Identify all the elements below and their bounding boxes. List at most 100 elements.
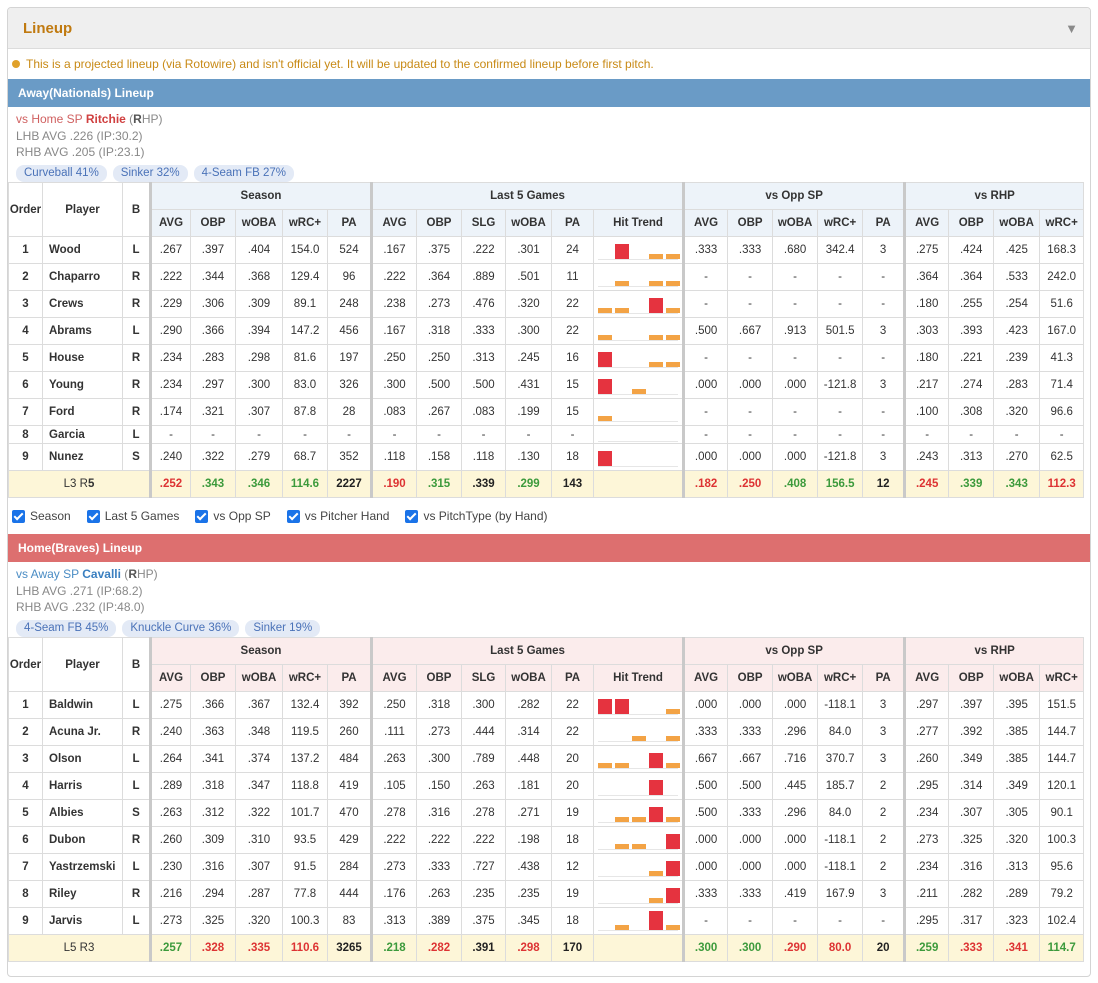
col-header-season-0[interactable]: AVG — [149, 209, 191, 237]
player-name[interactable]: House — [42, 344, 123, 372]
col-header-season-2[interactable]: wOBA — [235, 209, 283, 237]
col-header-last5-0[interactable]: AVG — [370, 664, 418, 692]
col-header-opp-sp-1[interactable]: OBP — [727, 664, 774, 692]
col-header-season-0[interactable]: AVG — [149, 664, 191, 692]
player-name[interactable]: Albies — [42, 799, 123, 827]
col-header-bats[interactable]: B — [122, 182, 151, 237]
checkbox-checked-icon[interactable] — [286, 509, 300, 523]
player-name[interactable]: Nunez — [42, 443, 123, 471]
table-row[interactable]: 7 Yastrzemski L .230.316.307 91.5 284.273.333… — [8, 853, 1085, 881]
checkbox-checked-icon[interactable] — [86, 509, 100, 523]
col-header-opp-sp-3[interactable]: wRC+ — [817, 664, 864, 692]
col-header-season-3[interactable]: wRC+ — [282, 664, 328, 692]
table-row[interactable]: 9 Jarvis L .273.325.320 100.3 83.313.389.375.… — [8, 907, 1085, 935]
total-last5-stat: .298 — [505, 934, 553, 962]
col-header-rhp-1[interactable]: OBP — [948, 209, 995, 237]
col-header-last5-3[interactable]: wOBA — [505, 209, 553, 237]
col-header-opp-sp-0[interactable]: AVG — [682, 209, 729, 237]
table-row[interactable]: 8 Garcia L - - - - - - - - - - - - - - - - - - - — [8, 425, 1085, 444]
table-row[interactable]: 8 Riley R .216.294.287 77.8 444.176.263.235.2… — [8, 880, 1085, 908]
player-name[interactable]: Baldwin — [42, 691, 123, 719]
col-header-season-4[interactable]: PA — [326, 664, 373, 692]
col-header-rhp-1[interactable]: OBP — [948, 664, 995, 692]
col-header-last5-1[interactable]: OBP — [416, 664, 463, 692]
col-header-order[interactable]: Order — [8, 182, 43, 237]
player-name[interactable]: Yastrzemski — [42, 853, 123, 881]
col-header-last5-0[interactable]: AVG — [370, 209, 418, 237]
away-lineup-table-wrap[interactable]: Order Player B Season Last 5 Games vs Opp SP v… — [8, 182, 1090, 498]
col-header-season-1[interactable]: OBP — [190, 664, 236, 692]
checkbox-checked-icon[interactable] — [195, 509, 209, 523]
col-header-opp-sp-4[interactable]: PA — [862, 209, 906, 237]
col-header-rhp-0[interactable]: AVG — [903, 209, 950, 237]
col-header-rhp-2[interactable]: wOBA — [993, 209, 1041, 237]
table-row[interactable]: 2 Acuna Jr. R .240.363.348 119.5 260.111.273.… — [8, 718, 1085, 746]
col-header-rhp-3[interactable]: wRC+ — [1039, 664, 1085, 692]
table-row[interactable]: 6 Young R .234.297.300 83.0 326.300.500.500.4… — [8, 371, 1085, 399]
player-name[interactable]: Ford — [42, 398, 123, 426]
col-header-last5-1[interactable]: OBP — [416, 209, 463, 237]
player-name[interactable]: Jarvis — [42, 907, 123, 935]
col-header-season-1[interactable]: OBP — [190, 209, 236, 237]
filter-pitch-type[interactable]: vs PitchType (by Hand) — [405, 509, 548, 523]
player-name[interactable]: Garcia — [42, 425, 123, 444]
col-header-order[interactable]: Order — [8, 637, 43, 692]
col-header-last5-5[interactable]: Hit Trend — [593, 664, 685, 692]
col-header-opp-sp-2[interactable]: wOBA — [772, 209, 819, 237]
total-last5-stat: .190 — [370, 470, 418, 498]
col-header-last5-4[interactable]: PA — [551, 209, 595, 237]
checkbox-checked-icon[interactable] — [405, 509, 419, 523]
col-header-rhp-0[interactable]: AVG — [903, 664, 950, 692]
col-header-season-2[interactable]: wOBA — [235, 664, 283, 692]
col-header-rhp-3[interactable]: wRC+ — [1039, 209, 1085, 237]
filter-last5[interactable]: Last 5 Games — [86, 509, 179, 523]
table-row[interactable]: 1 Baldwin L .275.366.367 132.4 392.250.318.30… — [8, 691, 1085, 719]
player-name[interactable]: Crews — [42, 290, 123, 318]
filter-opp-sp[interactable]: vs Opp SP — [195, 509, 271, 523]
table-row[interactable]: 5 Albies S .263.312.322 101.7 470.278.316.278… — [8, 799, 1085, 827]
player-name[interactable]: Harris — [42, 772, 123, 800]
away-sp-name[interactable]: Ritchie — [85, 112, 126, 126]
checkbox-checked-icon[interactable] — [12, 509, 25, 523]
col-header-opp-sp-1[interactable]: OBP — [727, 209, 774, 237]
panel-header[interactable]: Lineup ▼ — [8, 8, 1090, 49]
collapse-caret-icon[interactable]: ▼ — [1065, 20, 1078, 36]
filter-pitcher-hand[interactable]: vs Pitcher Hand — [286, 509, 389, 523]
table-row[interactable]: 4 Harris L .289.318.347 118.8 419.105.150.263… — [8, 772, 1085, 800]
col-header-player[interactable]: Player — [42, 637, 123, 692]
table-row[interactable]: 9 Nunez S .240.322.279 68.7 352.118.158.118.1… — [8, 443, 1085, 471]
player-name[interactable]: Abrams — [42, 317, 123, 345]
col-header-opp-sp-0[interactable]: AVG — [682, 664, 729, 692]
col-header-last5-2[interactable]: SLG — [461, 664, 507, 692]
player-name[interactable]: Olson — [42, 745, 123, 773]
col-header-season-3[interactable]: wRC+ — [282, 209, 328, 237]
col-header-last5-2[interactable]: SLG — [461, 209, 507, 237]
player-name[interactable]: Chaparro — [42, 263, 123, 291]
table-row[interactable]: 1 Wood L .267.397.404 154.0 524.167.375.222.3… — [8, 236, 1085, 264]
player-name[interactable]: Acuna Jr. — [42, 718, 123, 746]
col-header-opp-sp-4[interactable]: PA — [862, 664, 906, 692]
table-row[interactable]: 4 Abrams L .290.366.394 147.2 456.167.318.333… — [8, 317, 1085, 345]
col-header-season-4[interactable]: PA — [326, 209, 373, 237]
col-header-opp-sp-2[interactable]: wOBA — [772, 664, 819, 692]
player-name[interactable]: Young — [42, 371, 123, 399]
home-lineup-table-wrap[interactable]: Order Player B Season Last 5 Games vs Opp SP v… — [8, 637, 1090, 962]
col-header-rhp-2[interactable]: wOBA — [993, 664, 1041, 692]
col-header-last5-4[interactable]: PA — [551, 664, 595, 692]
table-row[interactable]: 3 Olson L .264.341.374 137.2 484.263.300.789.… — [8, 745, 1085, 773]
table-row[interactable]: 7 Ford R .174.321.307 87.8 28.083.267.083.199… — [8, 398, 1085, 426]
player-name[interactable]: Wood — [42, 236, 123, 264]
col-header-bats[interactable]: B — [122, 637, 151, 692]
col-header-last5-5[interactable]: Hit Trend — [593, 209, 685, 237]
home-sp-name[interactable]: Cavalli — [82, 567, 121, 581]
player-name[interactable]: Riley — [42, 880, 123, 908]
col-header-last5-3[interactable]: wOBA — [505, 664, 553, 692]
col-header-player[interactable]: Player — [42, 182, 123, 237]
table-row[interactable]: 6 Dubon R .260.309.310 93.5 429.222.222.222.1… — [8, 826, 1085, 854]
player-name[interactable]: Dubon — [42, 826, 123, 854]
col-header-opp-sp-3[interactable]: wRC+ — [817, 209, 864, 237]
table-row[interactable]: 2 Chaparro R .222.344.368 129.4 96.222.364.88… — [8, 263, 1085, 291]
table-row[interactable]: 3 Crews R .229.306.309 89.1 248.238.273.476.3… — [8, 290, 1085, 318]
filter-season[interactable]: Season — [12, 509, 71, 523]
table-row[interactable]: 5 House R .234.283.298 81.6 197.250.250.313.2… — [8, 344, 1085, 372]
